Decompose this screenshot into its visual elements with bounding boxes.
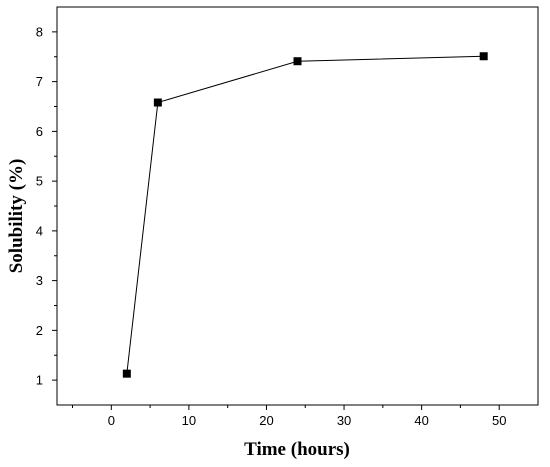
data-point (153, 98, 162, 107)
x-tick-label: 40 (414, 413, 428, 428)
data-point (122, 369, 131, 378)
x-tick-label: 50 (492, 413, 506, 428)
data-point (479, 52, 488, 61)
y-tick-label: 3 (36, 273, 43, 288)
y-tick-label: 1 (36, 373, 43, 388)
plot-frame (56, 6, 539, 406)
data-markers (122, 52, 488, 378)
data-point (293, 57, 302, 66)
y-tick-label: 6 (36, 124, 43, 139)
x-tick-label: 10 (182, 413, 196, 428)
y-tick-label: 5 (36, 174, 43, 189)
x-tick-label: 20 (259, 413, 273, 428)
y-axis-ticks: 1 2 3 4 5 6 7 8 (36, 24, 57, 388)
x-tick-label: 0 (108, 413, 115, 428)
x-axis-label: Time (hours) (244, 439, 350, 460)
series-line (126, 55, 484, 374)
y-tick-label: 8 (36, 24, 43, 39)
y-axis-label: Solubility (%) (6, 159, 27, 274)
y-tick-label: 4 (36, 223, 43, 238)
y-tick-label: 7 (36, 74, 43, 89)
y-tick-label: 2 (36, 323, 43, 338)
x-axis-ticks: 0 10 20 30 40 50 (72, 405, 506, 428)
x-tick-label: 30 (337, 413, 351, 428)
